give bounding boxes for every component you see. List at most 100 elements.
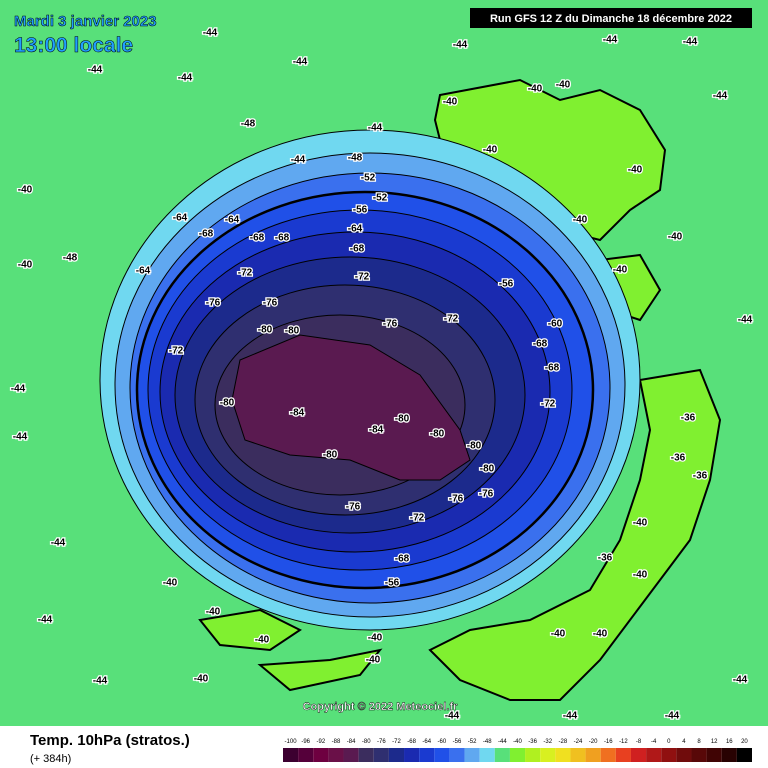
contour-label: -44: [93, 676, 108, 687]
contour-label: -68: [275, 233, 290, 244]
colorbar-swatch: [600, 748, 616, 762]
contour-label: -40: [368, 633, 383, 644]
contour-label: -52: [361, 173, 376, 184]
colorbar-swatch: [630, 748, 647, 762]
colorbar-swatch: [646, 748, 662, 762]
colorbar-label: -32: [543, 739, 552, 745]
copyright: Copyright © 2022 Meteociel.fr: [303, 701, 459, 713]
contour-label: -44: [88, 65, 103, 76]
colorbar-label: 4: [682, 739, 686, 745]
colorbar-swatch: [494, 748, 510, 762]
colorbar-swatch: [540, 748, 556, 762]
contour-label: -40: [483, 145, 498, 156]
colorbar-label: -56: [453, 739, 462, 745]
contour-label: -40: [528, 84, 543, 95]
contour-label: -36: [693, 471, 708, 482]
colorbar-swatch: [328, 748, 344, 762]
contour-label: -72: [169, 346, 184, 357]
colorbar-label: -76: [377, 739, 386, 745]
contour-label: -64: [136, 266, 151, 277]
colorbar-swatch: [404, 748, 420, 762]
colorbar-label: -100: [285, 739, 298, 745]
contour-label: -76: [383, 319, 398, 330]
colorbar-swatch: [313, 748, 329, 762]
contour-label: -40: [556, 80, 571, 91]
contour-label: -44: [713, 91, 728, 102]
contour-label: -76: [263, 298, 278, 309]
colorbar-label: -48: [483, 739, 492, 745]
contour-label: -72: [444, 314, 459, 325]
contour-label: -72: [355, 272, 370, 283]
colorbar-swatch: [479, 748, 495, 762]
footer-title: Temp. 10hPa (stratos.): [30, 732, 190, 749]
contour-label: -40: [593, 629, 608, 640]
colorbar-swatch: [419, 748, 435, 762]
contour-label: -80: [323, 450, 338, 461]
contour-label: -52: [373, 193, 388, 204]
contour-label: -36: [598, 553, 613, 564]
colorbar-label: -72: [392, 739, 401, 745]
contour-label: -40: [206, 607, 221, 618]
colorbar-swatch: [721, 748, 737, 762]
colorbar-label: 12: [711, 739, 718, 745]
contour-label: -80: [258, 325, 273, 336]
contour-label: -40: [366, 655, 381, 666]
contour-label: -76: [206, 298, 221, 309]
contour-label: -36: [681, 413, 696, 424]
colorbar-swatch: [343, 748, 359, 762]
colorbar-label: -8: [636, 739, 642, 745]
contour-label: -44: [683, 37, 698, 48]
colorbar-swatch: [570, 748, 586, 762]
colorbar-label: 8: [697, 739, 701, 745]
contour-label: -44: [738, 315, 753, 326]
colorbar-label: -44: [498, 739, 507, 745]
footer-lead: (+ 384h): [30, 753, 71, 765]
colorbar-label: 20: [741, 739, 748, 745]
colorbar-swatch: [373, 748, 389, 762]
contour-label: -80: [285, 326, 300, 337]
contour-label: -84: [369, 425, 384, 436]
contour-label: -48: [63, 253, 78, 264]
contour-label: -44: [38, 615, 53, 626]
contour-labels: -44 -44 -44 -44 -44 -48 -48 -52 -52 -56 -64 -64 -68 -…: [10, 26, 754, 723]
colorbar-swatch: [585, 748, 601, 762]
contour-label: -40: [443, 97, 458, 108]
contour-label: -44: [291, 155, 306, 166]
contour-label: -56: [385, 578, 400, 589]
colorbar-swatch: [298, 748, 314, 762]
colorbar-swatch: [449, 748, 465, 762]
colorbar-label: -80: [362, 739, 371, 745]
contour-label: -44: [563, 711, 578, 722]
contour-label: -76: [346, 502, 361, 513]
contour-label: -44: [203, 28, 218, 39]
contour-label: -72: [238, 268, 253, 279]
contour-label: -80: [480, 464, 495, 475]
colorbar-label: -12: [619, 739, 628, 745]
contour-label: -44: [733, 675, 748, 686]
colorbar-swatch: [676, 748, 692, 762]
contour-label: -72: [541, 399, 556, 410]
colorbar-label: -16: [604, 739, 613, 745]
contour-label: -68: [199, 229, 214, 240]
date: Mardi 3 janvier 2023: [14, 13, 157, 30]
contour-label: -40: [163, 578, 178, 589]
colorbar-swatch: [661, 748, 677, 762]
contour-label: -64: [173, 213, 188, 224]
colorbar-swatch: [555, 748, 571, 762]
colorbar-label: -84: [347, 739, 356, 745]
colorbar-swatch: [691, 748, 707, 762]
colorbar-label: -96: [301, 739, 310, 745]
run-info: Run GFS 12 Z du Dimanche 18 décembre 202…: [490, 13, 732, 25]
contour-label: -44: [603, 35, 618, 46]
contour-label: -48: [241, 119, 256, 130]
contour-label: -80: [467, 441, 482, 452]
contour-label: -40: [628, 165, 643, 176]
colorbar-label: -20: [589, 739, 598, 745]
contour-label: -68: [533, 339, 548, 350]
contour-label: -76: [479, 489, 494, 500]
contour-label: -40: [255, 635, 270, 646]
colorbar-label: -64: [422, 739, 431, 745]
colorbar-swatch: [283, 748, 299, 762]
contour-label: -44: [178, 73, 193, 84]
contour-label: -40: [194, 674, 209, 685]
